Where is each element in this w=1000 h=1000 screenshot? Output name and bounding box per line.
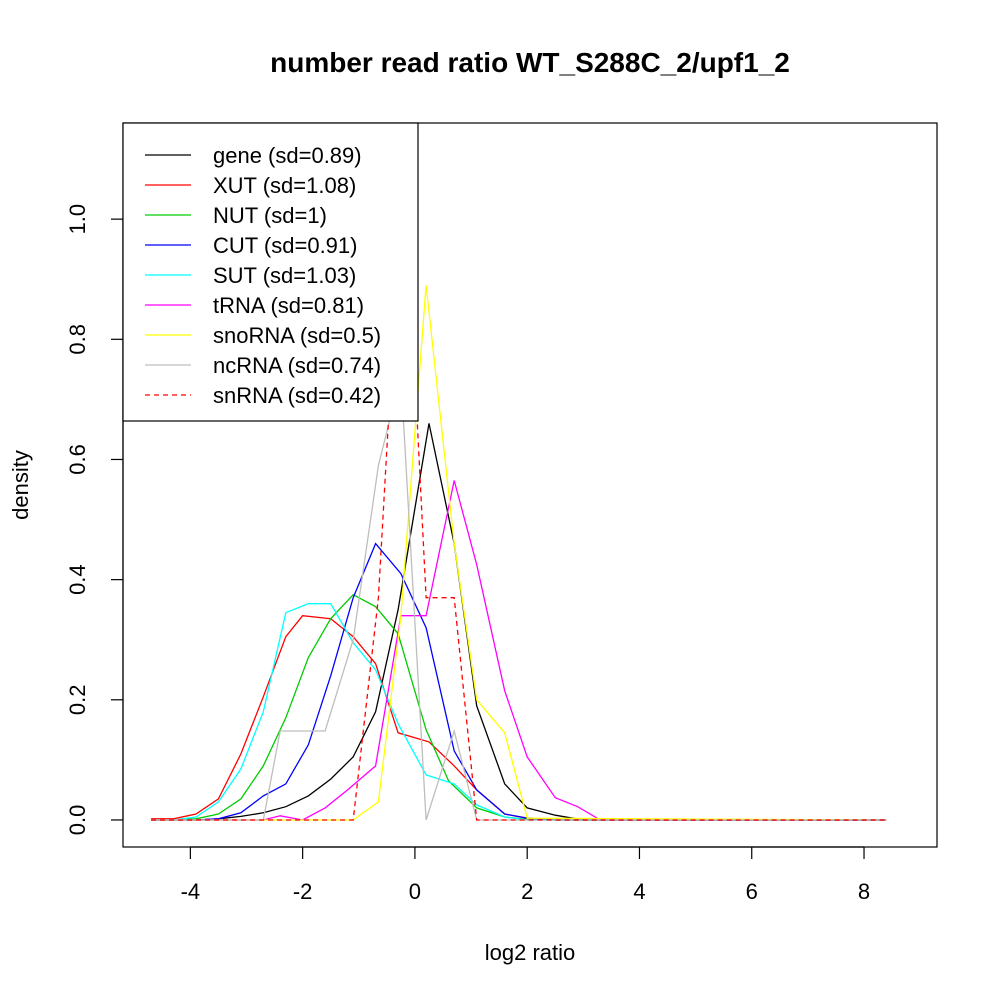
y-tick-label: 0.8 bbox=[65, 324, 90, 355]
y-tick-label: 0.6 bbox=[65, 444, 90, 475]
y-tick-label: 0.0 bbox=[65, 805, 90, 836]
y-axis: 0.0 0.2 0.4 0.6 0.8 1.0 bbox=[65, 204, 124, 836]
legend-label-5: tRNA (sd=0.81) bbox=[213, 293, 364, 318]
legend-label-2: NUT (sd=1) bbox=[213, 203, 327, 228]
x-axis-label: log2 ratio bbox=[485, 940, 576, 965]
legend-label-1: XUT (sd=1.08) bbox=[213, 173, 356, 198]
series-line-7 bbox=[151, 375, 887, 821]
legend-label-4: SUT (sd=1.03) bbox=[213, 263, 356, 288]
legend: gene (sd=0.89) XUT (sd=1.08) NUT (sd=1) CUT… bbox=[122, 122, 419, 422]
x-tick-label: 0 bbox=[409, 879, 421, 904]
legend-box bbox=[122, 122, 419, 422]
legend-label-0: gene (sd=0.89) bbox=[213, 143, 362, 168]
series-line-6 bbox=[151, 285, 887, 821]
legend-label-3: CUT (sd=0.91) bbox=[213, 233, 357, 258]
y-tick-label: 0.2 bbox=[65, 684, 90, 715]
x-tick-label: 2 bbox=[521, 879, 533, 904]
series-line-4 bbox=[151, 603, 887, 821]
x-tick-label: 6 bbox=[746, 879, 758, 904]
x-axis: -4 -2 0 2 4 6 8 bbox=[181, 846, 870, 904]
legend-label-6: snoRNA (sd=0.5) bbox=[213, 323, 381, 348]
x-tick-label: -4 bbox=[181, 879, 201, 904]
legend-label-7: ncRNA (sd=0.74) bbox=[213, 353, 381, 378]
x-tick-label: 4 bbox=[633, 879, 645, 904]
x-tick-label: 8 bbox=[858, 879, 870, 904]
y-tick-label: 1.0 bbox=[65, 204, 90, 235]
y-axis-label: density bbox=[8, 450, 33, 520]
series-line-3 bbox=[151, 542, 887, 821]
legend-label-8: snRNA (sd=0.42) bbox=[213, 383, 381, 408]
x-tick-label: -2 bbox=[293, 879, 313, 904]
plot-lines bbox=[151, 152, 887, 821]
chart-title: number read ratio WT_S288C_2/upf1_2 bbox=[270, 47, 790, 78]
y-tick-label: 0.4 bbox=[65, 564, 90, 595]
series-line-0 bbox=[151, 423, 887, 821]
